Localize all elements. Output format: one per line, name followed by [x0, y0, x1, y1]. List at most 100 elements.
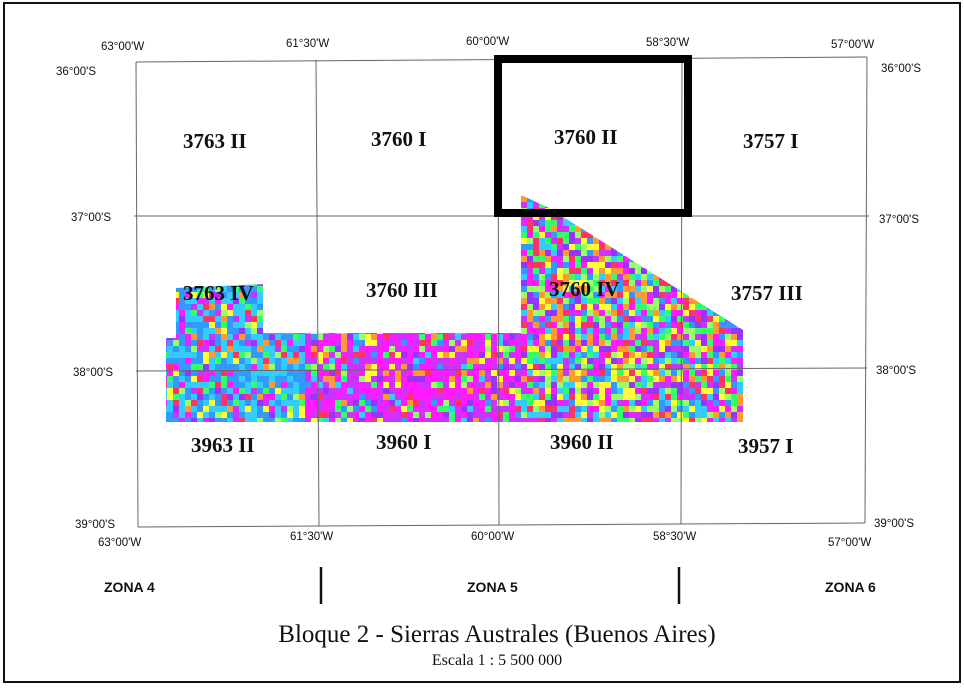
raster-cell	[239, 244, 245, 250]
raster-cell	[461, 262, 467, 268]
raster-cell	[485, 286, 491, 292]
raster-cell	[269, 418, 275, 422]
raster-cell	[617, 286, 623, 292]
raster-cell	[221, 388, 227, 394]
raster-cell	[353, 310, 359, 316]
raster-cell	[233, 322, 239, 328]
raster-cell	[509, 322, 515, 328]
raster-cell	[677, 268, 683, 274]
raster-cell	[719, 352, 725, 358]
raster-cell	[575, 382, 581, 388]
raster-cell	[263, 382, 269, 388]
raster-cell	[275, 406, 281, 412]
raster-cell	[215, 412, 221, 418]
raster-cell	[413, 358, 419, 364]
raster-cell	[209, 250, 215, 256]
raster-cell	[251, 334, 257, 340]
raster-cell	[359, 370, 365, 376]
raster-cell	[551, 340, 557, 346]
raster-cell	[473, 214, 479, 220]
raster-cell	[635, 352, 641, 358]
raster-cell	[311, 364, 317, 370]
raster-cell	[467, 412, 473, 418]
raster-cell	[413, 304, 419, 310]
raster-cell	[539, 388, 545, 394]
raster-cell	[713, 262, 719, 268]
raster-cell	[485, 195, 491, 196]
raster-cell	[191, 328, 197, 334]
raster-cell	[167, 412, 173, 418]
raster-cell	[185, 202, 191, 208]
raster-cell	[407, 214, 413, 220]
raster-cell	[617, 412, 623, 418]
raster-cell	[305, 250, 311, 256]
raster-cell	[581, 280, 587, 286]
raster-cell	[221, 292, 227, 298]
raster-cell	[431, 394, 437, 400]
raster-cell	[221, 256, 227, 262]
raster-cell	[587, 274, 593, 280]
raster-cell	[587, 388, 593, 394]
raster-cell	[731, 238, 737, 244]
raster-cell	[239, 418, 245, 422]
raster-cell	[719, 310, 725, 316]
raster-cell	[719, 292, 725, 298]
raster-cell	[293, 208, 299, 214]
raster-cell	[557, 418, 563, 422]
raster-cell	[329, 328, 335, 334]
raster-cell	[353, 382, 359, 388]
raster-cell	[167, 382, 173, 388]
raster-cell	[635, 232, 641, 238]
raster-cell	[539, 418, 545, 422]
raster-cell	[677, 304, 683, 310]
raster-cell	[317, 262, 323, 268]
raster-cell	[347, 195, 353, 196]
raster-cell	[419, 250, 425, 256]
raster-cell	[401, 214, 407, 220]
raster-cell	[215, 382, 221, 388]
raster-cell	[191, 298, 197, 304]
raster-cell	[293, 418, 299, 422]
raster-cell	[221, 322, 227, 328]
raster-cell	[239, 388, 245, 394]
raster-cell	[257, 244, 263, 250]
raster-cell	[437, 328, 443, 334]
raster-cell	[647, 195, 653, 196]
raster-cell	[257, 232, 263, 238]
raster-cell	[293, 406, 299, 412]
raster-cell	[257, 292, 263, 298]
raster-cell	[629, 310, 635, 316]
raster-cell	[719, 195, 725, 196]
raster-cell	[677, 406, 683, 412]
raster-cell	[377, 220, 383, 226]
raster-cell	[443, 195, 449, 196]
raster-cell	[166, 250, 167, 256]
raster-cell	[425, 250, 431, 256]
raster-cell	[725, 268, 731, 274]
raster-cell	[671, 310, 677, 316]
raster-cell	[575, 340, 581, 346]
raster-cell	[689, 370, 695, 376]
sheet-label-3763-IV: 3763 IV	[183, 281, 254, 305]
raster-cell	[605, 394, 611, 400]
raster-cell	[227, 286, 233, 292]
raster-cell	[587, 268, 593, 274]
raster-cell	[281, 328, 287, 334]
raster-cell	[605, 195, 611, 196]
raster-cell	[695, 340, 701, 346]
raster-cell	[695, 364, 701, 370]
raster-cell	[425, 418, 431, 422]
raster-cell	[527, 334, 533, 340]
raster-cell	[713, 292, 719, 298]
raster-cell	[377, 196, 383, 202]
raster-cell	[419, 394, 425, 400]
raster-cell	[257, 358, 263, 364]
raster-cell	[551, 226, 557, 232]
raster-cell	[185, 364, 191, 370]
raster-cell	[281, 310, 287, 316]
raster-cell	[497, 274, 503, 280]
sheet-label-3957-I: 3957 I	[738, 434, 793, 458]
raster-cell	[497, 358, 503, 364]
raster-cell	[635, 370, 641, 376]
raster-cell	[671, 424, 677, 430]
